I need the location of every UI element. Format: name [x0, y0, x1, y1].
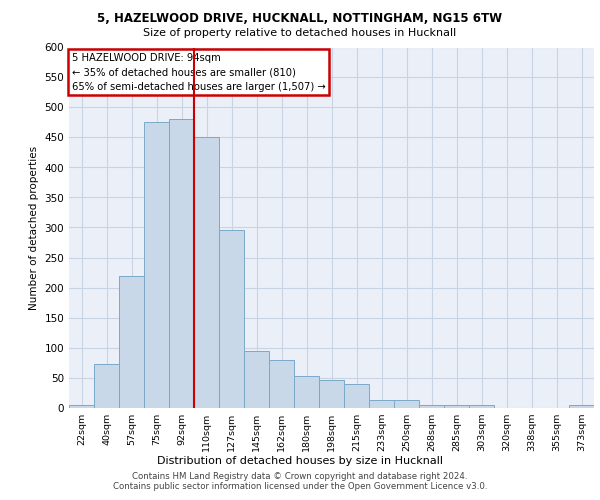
Bar — [69, 404, 94, 407]
Bar — [444, 404, 469, 407]
Text: Distribution of detached houses by size in Hucknall: Distribution of detached houses by size … — [157, 456, 443, 466]
Bar — [569, 404, 594, 407]
Bar — [294, 376, 319, 408]
Bar — [419, 404, 444, 407]
Bar — [394, 400, 419, 407]
Text: 5, HAZELWOOD DRIVE, HUCKNALL, NOTTINGHAM, NG15 6TW: 5, HAZELWOOD DRIVE, HUCKNALL, NOTTINGHAM… — [97, 12, 503, 26]
Y-axis label: Number of detached properties: Number of detached properties — [29, 146, 39, 310]
Text: 5 HAZELWOOD DRIVE: 94sqm
← 35% of detached houses are smaller (810)
65% of semi-: 5 HAZELWOOD DRIVE: 94sqm ← 35% of detach… — [71, 53, 325, 92]
Bar — [319, 380, 344, 407]
Bar — [344, 384, 369, 407]
Bar — [169, 120, 194, 408]
Bar — [94, 364, 119, 408]
Text: Size of property relative to detached houses in Hucknall: Size of property relative to detached ho… — [143, 28, 457, 38]
Bar — [369, 400, 394, 407]
Text: Contains HM Land Registry data © Crown copyright and database right 2024.: Contains HM Land Registry data © Crown c… — [132, 472, 468, 481]
Bar — [219, 230, 244, 408]
Bar — [269, 360, 294, 408]
Bar — [244, 350, 269, 408]
Bar — [119, 276, 144, 407]
Text: Contains public sector information licensed under the Open Government Licence v3: Contains public sector information licen… — [113, 482, 487, 491]
Bar — [194, 138, 219, 407]
Bar — [144, 122, 169, 408]
Bar — [469, 404, 494, 407]
